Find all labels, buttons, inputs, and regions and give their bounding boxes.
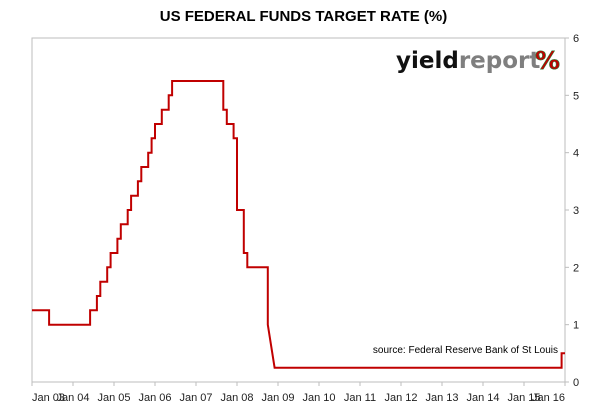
chart-title: US FEDERAL FUNDS TARGET RATE (%) bbox=[159, 8, 448, 25]
y-tick-label: 3 bbox=[573, 205, 579, 217]
y-tick-label: 6 bbox=[573, 33, 579, 45]
yieldreport-logo: yieldreport % bbox=[396, 46, 560, 76]
x-tick-label: Jan 14 bbox=[466, 392, 499, 404]
x-tick-label: Jan 13 bbox=[425, 392, 458, 404]
x-tick-label: Jan 04 bbox=[56, 392, 89, 404]
x-tick-label: Jan 11 bbox=[344, 392, 376, 404]
svg-text:yieldreport: yieldreport bbox=[396, 48, 540, 74]
x-tick-label: Jan 08 bbox=[220, 392, 253, 404]
series-line bbox=[32, 80, 565, 369]
x-tick-label: Jan 03 bbox=[32, 392, 65, 404]
y-tick-label: 1 bbox=[573, 320, 579, 332]
plot-area-frame bbox=[31, 37, 566, 383]
y-tick-label: 0 bbox=[573, 377, 579, 389]
x-tick-label: Jan 15 bbox=[507, 392, 540, 404]
source-note: source: Federal Reserve Bank of St Louis bbox=[373, 345, 558, 356]
y-tick-label: 4 bbox=[573, 148, 579, 160]
percent-logo-icon: % bbox=[535, 46, 560, 75]
x-tick-label: Jan 16 bbox=[532, 392, 565, 404]
y-axis: 0 1 2 3 4 5 6 bbox=[565, 33, 579, 389]
y-tick-label: 5 bbox=[573, 90, 579, 102]
x-tick-label: Jan 12 bbox=[384, 392, 417, 404]
logo-word-yield: yield bbox=[396, 48, 459, 74]
x-tick-label: Jan 10 bbox=[302, 392, 335, 404]
x-tick-label: Jan 06 bbox=[138, 392, 171, 404]
logo-word-report: report bbox=[459, 48, 541, 74]
x-tick-label: Jan 05 bbox=[97, 392, 130, 404]
x-tick-label: Jan 07 bbox=[179, 392, 212, 404]
y-tick-label: 2 bbox=[573, 262, 579, 274]
x-tick-label: Jan 09 bbox=[261, 392, 294, 404]
